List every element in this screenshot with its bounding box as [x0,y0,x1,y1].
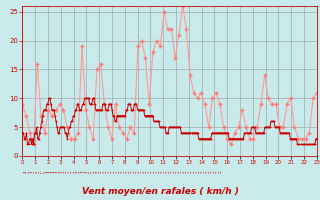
Text: Vent moyen/en rafales ( km/h ): Vent moyen/en rafales ( km/h ) [82,188,238,196]
Text: ←↓↑←↑↗↑↓↓→→←→←↑←↑↑↑↑↑←↑←↑←↓↓↑←↑↑↑↑↑↑↑↑↑↑↑↑↑↑↑↑↑↑↑↑↑↑↑↑↑↑↑↑↑↑↑↑↑↑↑↑↑↑↑↑↑↑↑↑↑↑↑↑↑↑: ←↓↑←↑↗↑↓↓→→←→←↑←↑↑↑↑↑←↑←↑←↓↓↑←↑↑↑↑↑↑↑↑↑↑… [22,171,222,175]
